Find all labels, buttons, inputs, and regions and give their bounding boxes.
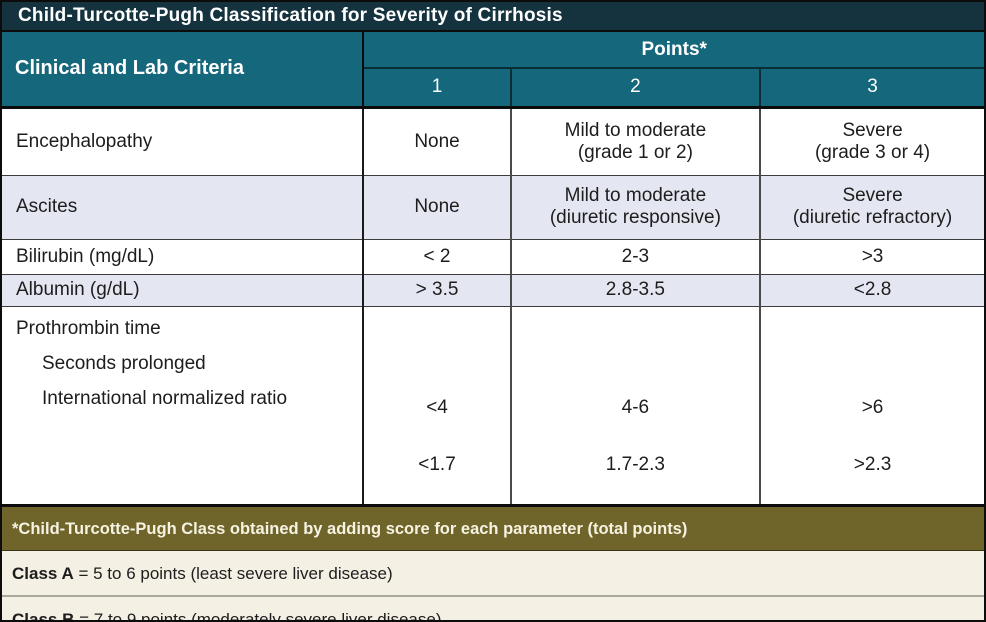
cell-value-group: <4 <1.7 (363, 306, 511, 504)
table-row-albumin: Albumin (g/dL) > 3.5 2.8-3.5 <2.8 (2, 274, 984, 306)
table-row-bilirubin: Bilirubin (mg/dL) < 2 2-3 >3 (2, 239, 984, 274)
page-title: Child-Turcotte-Pugh Classification for S… (2, 2, 984, 32)
class-a-description: = 5 to 6 points (least severe liver dise… (78, 563, 393, 583)
criteria-column-header: Clinical and Lab Criteria (2, 32, 365, 107)
cell-value: >2.3 (853, 453, 892, 475)
cell-value: <2.8 (759, 274, 984, 306)
cell-value: Mild to moderate (grade 1 or 2) (509, 107, 761, 175)
table-row-ascites: Ascites None Mild to moderate (diuretic … (2, 175, 984, 239)
cell-value: 2.8-3.5 (509, 274, 761, 306)
cell-value: None (363, 175, 511, 239)
cell-value: >3 (759, 239, 984, 274)
sub-criterion-label: Seconds prolonged (42, 352, 206, 374)
spacer (761, 333, 984, 368)
cell-value: > 3.5 (363, 274, 511, 306)
table-header: Clinical and Lab Criteria Points* 1 2 3 (2, 32, 984, 107)
ctp-table: Clinical and Lab Criteria Points* 1 2 3 … (2, 32, 984, 504)
cell-value: < 2 (363, 239, 511, 274)
class-a-label: Class A (12, 563, 74, 583)
class-b-description: = 7 to 9 points (moderately severe liver… (79, 609, 442, 622)
cell-value: Severe (diuretic refractory) (759, 175, 984, 239)
group-label: Prothrombin time (16, 317, 161, 339)
cell-value: >6 (861, 396, 884, 418)
criterion-label: Encephalopathy (2, 107, 365, 175)
points-column-2-header: 2 (509, 68, 761, 107)
table-row-encephalopathy: Encephalopathy None Mild to moderate (gr… (2, 107, 984, 175)
table-row-prothrombin: Prothrombin time Seconds prolonged Inter… (2, 306, 984, 504)
cell-value: 4-6 (621, 396, 650, 418)
cell-value: 2-3 (509, 239, 761, 274)
cell-value-group: 4-6 1.7-2.3 (509, 306, 761, 504)
sub-criterion-label: International normalized ratio (42, 387, 288, 409)
points-header: Points* (363, 32, 984, 69)
criterion-label: Ascites (2, 175, 365, 239)
cell-value: 1.7-2.3 (605, 453, 665, 475)
footnote-bar: *Child-Turcotte-Pugh Class obtained by a… (2, 503, 984, 551)
criterion-label: Bilirubin (mg/dL) (2, 239, 365, 274)
cell-value: None (363, 107, 511, 175)
cell-value: Mild to moderate (diuretic responsive) (509, 175, 761, 239)
criterion-label-group: Prothrombin time Seconds prolonged Inter… (2, 306, 365, 504)
cell-value: Severe (grade 3 or 4) (759, 107, 984, 175)
spacer (512, 333, 759, 368)
spacer (364, 333, 509, 368)
criterion-label: Albumin (g/dL) (2, 274, 365, 306)
points-column-3-header: 3 (759, 68, 984, 107)
cell-value-group: >6 >2.3 (759, 306, 984, 504)
points-column-1-header: 1 (363, 68, 511, 107)
cell-value: <1.7 (418, 453, 456, 475)
class-b-row: Class B = 7 to 9 points (moderately seve… (2, 596, 984, 622)
cell-value: <4 (426, 396, 448, 418)
class-a-row: Class A = 5 to 6 points (least severe li… (2, 550, 984, 597)
class-b-label: Class B (12, 609, 75, 622)
